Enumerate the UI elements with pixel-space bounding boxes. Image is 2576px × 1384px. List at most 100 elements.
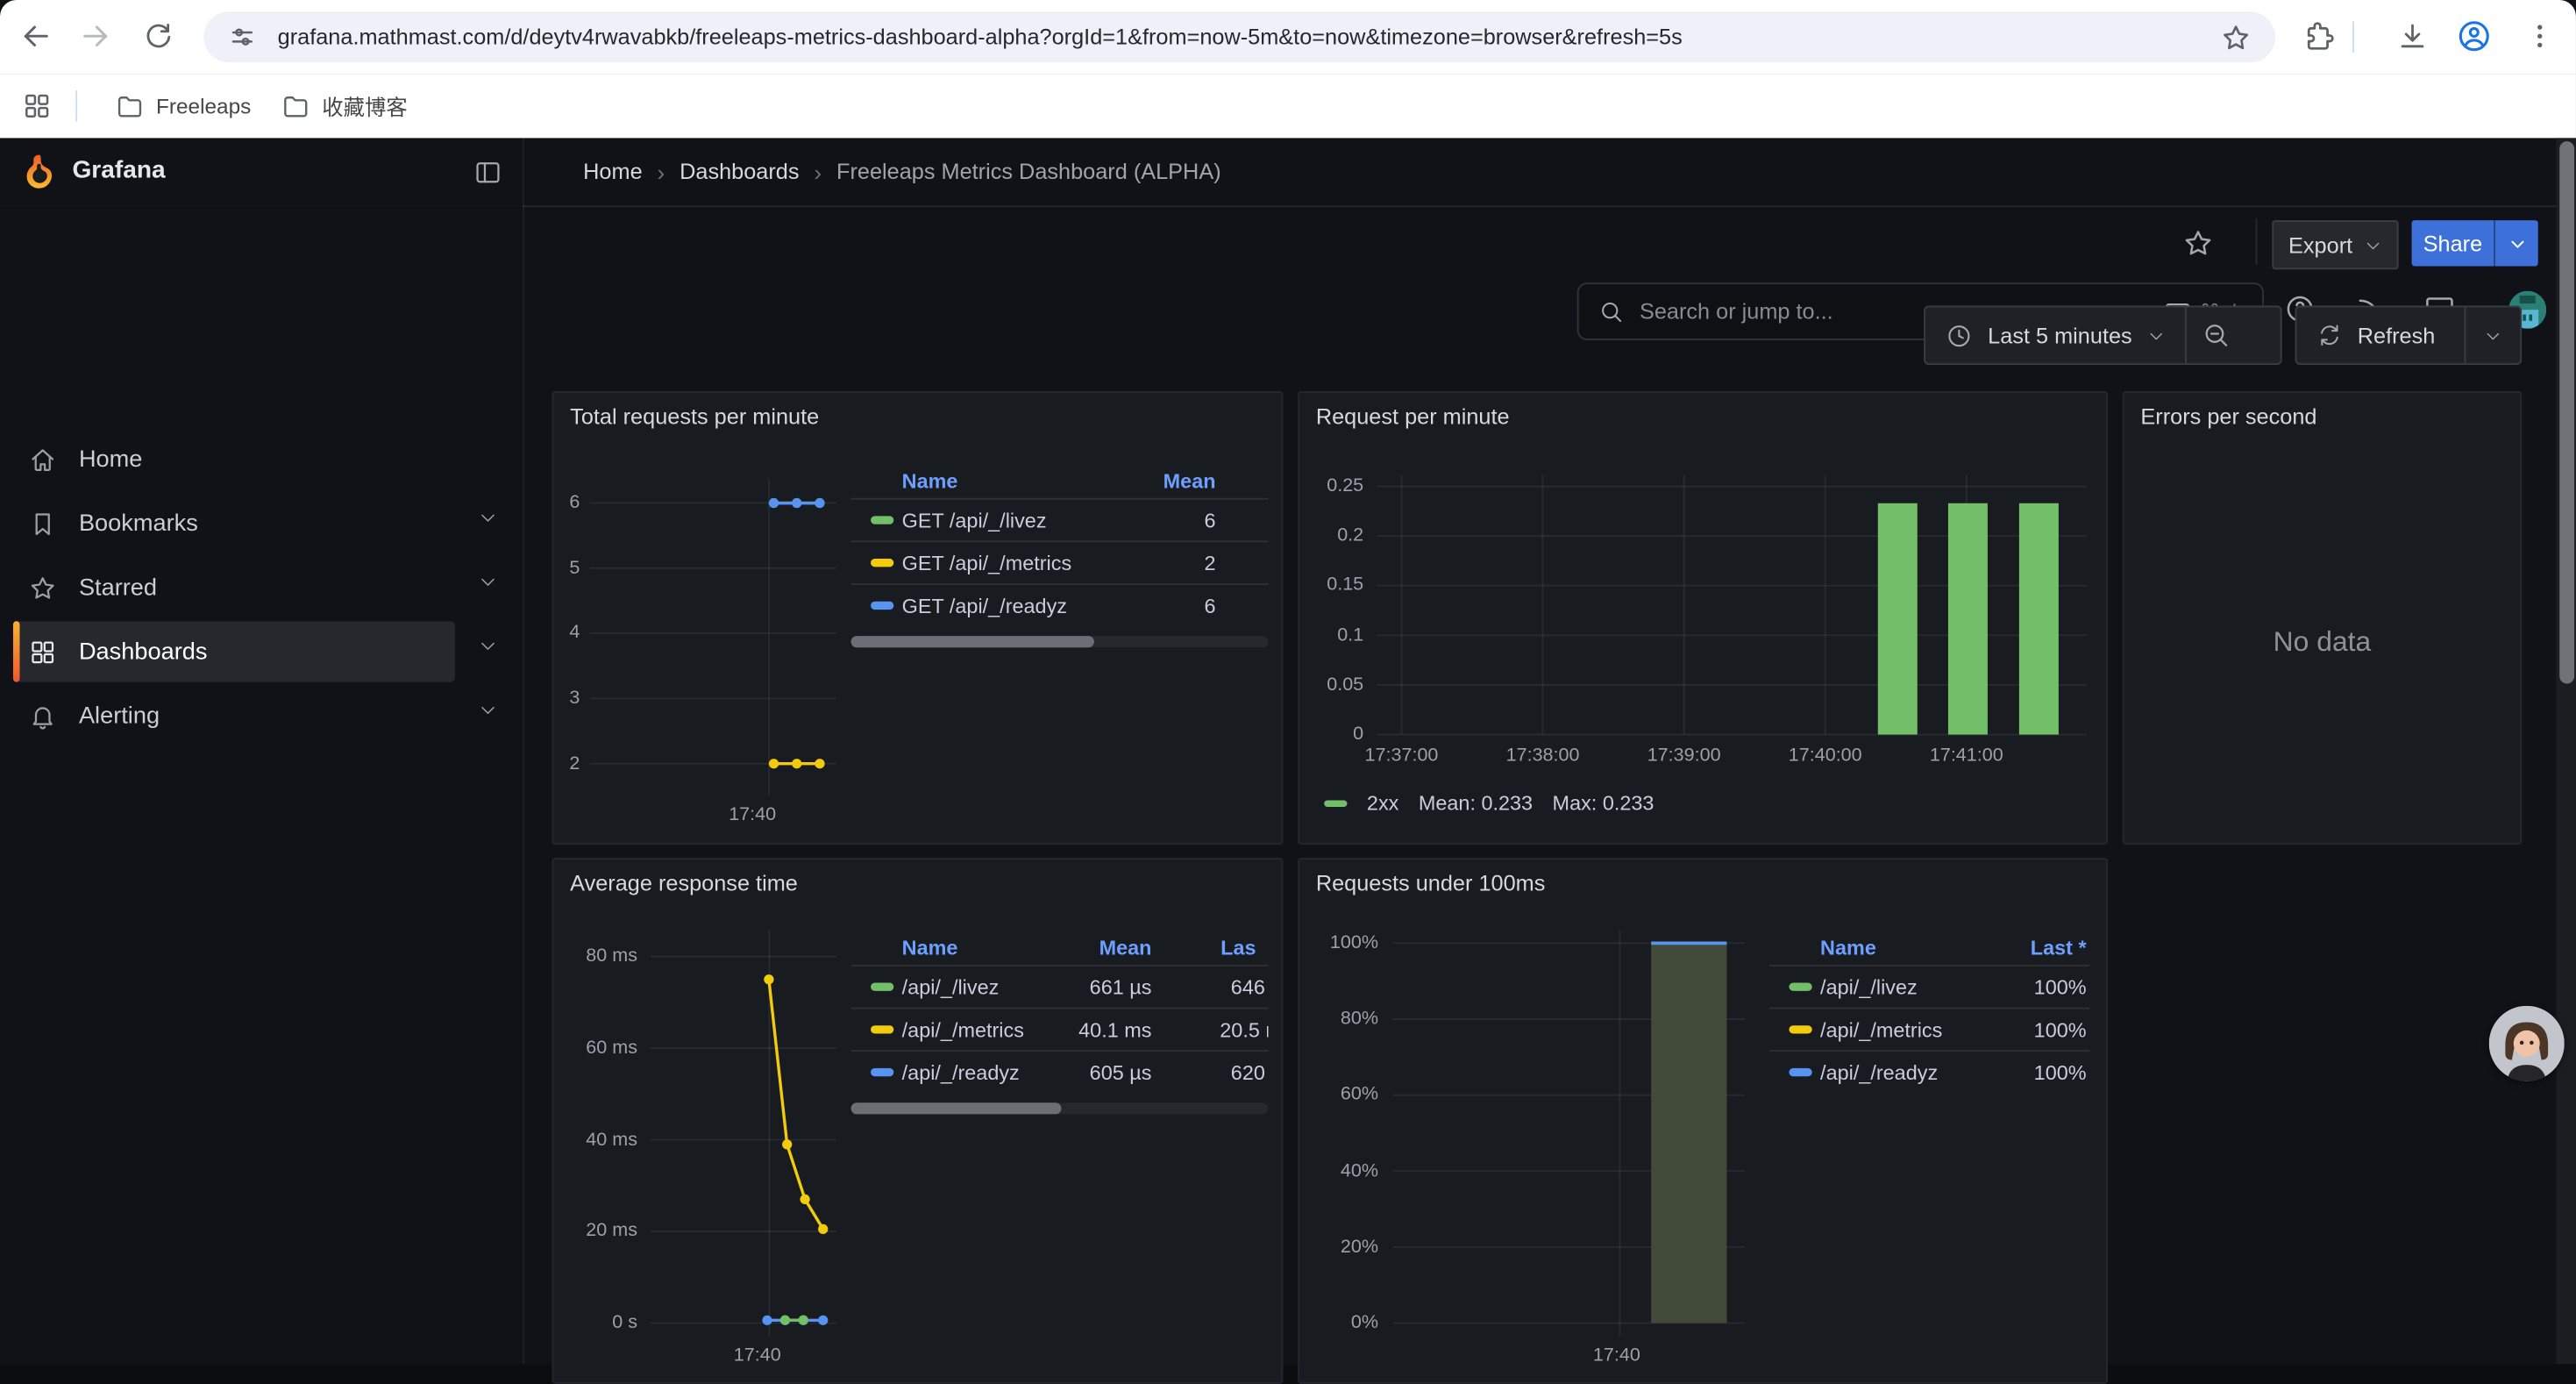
sidebar-item-home[interactable]: Home (13, 429, 455, 489)
bookmark-folder-freeleaps[interactable]: Freeleaps (102, 85, 264, 126)
browser-toolbar: grafana.mathmast.com/d/deytv4rwavabkb/fr… (0, 0, 2576, 74)
requests-under-100ms-chart (1393, 931, 1745, 1337)
grafana-logo[interactable] (21, 153, 59, 190)
legend-row[interactable]: GET /api/_/livez 6 (851, 498, 1269, 541)
total-requests-chart (590, 478, 836, 795)
sidebar-item-starred[interactable]: Starred (13, 557, 455, 617)
panel-title[interactable]: Request per minute (1316, 404, 1510, 429)
sidebar: Home Bookmarks Starred Dashboards Alerti… (0, 205, 523, 1364)
browser-menu-icon[interactable] (2520, 17, 2559, 56)
legend-hscrollbar[interactable] (851, 1102, 1269, 1114)
refresh-icon (2316, 322, 2343, 348)
forward-icon[interactable] (75, 17, 115, 56)
series-mean: 2 (1205, 552, 1216, 574)
extensions-icon[interactable] (2298, 17, 2338, 56)
series-name[interactable]: GET /api/_/readyz (902, 594, 1067, 617)
legend-header: Name Last * (1769, 931, 2089, 964)
bell-icon (28, 701, 58, 731)
panel-title[interactable]: Errors per second (2140, 404, 2316, 429)
back-icon[interactable] (17, 17, 56, 56)
legend-col-name[interactable]: Name (902, 470, 958, 493)
series-mean: 6 (1205, 594, 1216, 617)
dashboards-grid-icon (28, 637, 58, 667)
series-mean: 661 µs (1090, 975, 1152, 998)
grafana-brand[interactable]: Grafana (72, 156, 165, 184)
sidebar-item-alerting[interactable]: Alerting (13, 685, 455, 746)
legend-row[interactable]: GET /api/_/metrics 2 (851, 540, 1269, 583)
search-placeholder: Search or jump to... (1640, 299, 1833, 324)
panel-title[interactable]: Average response time (570, 871, 798, 895)
legend-col-name[interactable]: Name (902, 937, 958, 960)
series-name[interactable]: /api/_/readyz (902, 1060, 1020, 1083)
share-button[interactable]: Share (2412, 220, 2494, 266)
legend-row[interactable]: /api/_/livez 100% (1769, 965, 2089, 1008)
breadcrumb-home[interactable]: Home (583, 160, 642, 184)
series-mean: Mean: 0.233 (1419, 792, 1533, 815)
url-bar[interactable]: grafana.mathmast.com/d/deytv4rwavabkb/fr… (203, 11, 2275, 62)
series-last: 100% (2034, 1060, 2087, 1083)
y-axis-labels: 100%80%60%40%20%0% (1299, 931, 1382, 1337)
bookmark-icon (28, 509, 58, 539)
request-per-minute-chart (1377, 474, 2086, 734)
profile-icon[interactable] (2454, 17, 2494, 56)
legend-col-mean[interactable]: Mean (1163, 470, 1216, 493)
series-name[interactable]: /api/_/livez (1820, 975, 1918, 998)
bookmark-star-icon[interactable] (2219, 20, 2252, 53)
series-name[interactable]: /api/_/metrics (1820, 1018, 1942, 1041)
apps-grid-icon[interactable] (17, 85, 56, 125)
share-menu-button[interactable] (2494, 220, 2538, 266)
legend-row[interactable]: /api/_/livez 661 µs 646 µs (851, 965, 1269, 1008)
bookmark-folder-blogs[interactable]: 收藏博客 (267, 85, 420, 126)
legend-col-last[interactable]: Las (1220, 937, 1256, 960)
series-color-pill (1324, 800, 1347, 807)
refresh-button[interactable]: Refresh (2358, 323, 2436, 347)
reload-icon[interactable] (138, 17, 177, 56)
site-settings-icon[interactable] (227, 21, 259, 53)
panel-title[interactable]: Requests under 100ms (1316, 871, 1546, 895)
dock-menu-icon[interactable] (473, 158, 503, 188)
panel-title[interactable]: Total requests per minute (570, 404, 819, 429)
breadcrumb-dashboards[interactable]: Dashboards (680, 160, 799, 184)
screen: grafana.mathmast.com/d/deytv4rwavabkb/fr… (0, 0, 2576, 1363)
floating-assistant-avatar[interactable] (2489, 1006, 2565, 1081)
series-last: 20.5 ms (1194, 1018, 1268, 1041)
legend-row[interactable]: /api/_/readyz 100% (1769, 1050, 2089, 1089)
zoom-out-icon[interactable] (2187, 320, 2245, 350)
series-last: 100% (2034, 1018, 2087, 1041)
legend-hscrollbar[interactable] (851, 636, 1269, 647)
series-name[interactable]: /api/_/metrics (902, 1018, 1024, 1041)
legend-col-last[interactable]: Last * (2031, 937, 2087, 960)
x-axis-labels: 17:40 (651, 1346, 836, 1369)
chevron-down-icon[interactable] (2147, 326, 2166, 345)
legend-row[interactable]: /api/_/metrics 40.1 ms 20.5 ms (851, 1008, 1269, 1051)
legend-table: Name Mean Las /api/_/livez 661 µs 646 µs… (851, 931, 1269, 1089)
url-text[interactable]: grafana.mathmast.com/d/deytv4rwavabkb/fr… (278, 25, 1683, 49)
series-name[interactable]: /api/_/livez (902, 975, 1000, 998)
legend-row[interactable]: /api/_/metrics 100% (1769, 1008, 2089, 1051)
chevron-down-icon (2364, 236, 2382, 254)
series-name[interactable]: /api/_/readyz (1820, 1060, 1938, 1083)
refresh-interval-dropdown[interactable] (2466, 326, 2520, 345)
series-name[interactable]: GET /api/_/livez (902, 509, 1047, 531)
favorite-star-icon[interactable] (2179, 224, 2218, 263)
series-name[interactable]: 2xx (1367, 792, 1398, 815)
chevron-down-icon[interactable] (478, 508, 497, 527)
sidebar-item-dashboards[interactable]: Dashboards (13, 621, 455, 681)
time-range-picker[interactable]: Last 5 minutes (1988, 323, 2132, 347)
legend-row[interactable]: GET /api/_/readyz 6 (851, 583, 1269, 623)
series-mean: 605 µs (1090, 1060, 1152, 1083)
legend-col-name[interactable]: Name (1820, 937, 1876, 960)
downloads-icon[interactable] (2392, 17, 2431, 56)
chevron-down-icon[interactable] (478, 636, 497, 655)
series-name[interactable]: GET /api/_/metrics (902, 552, 1072, 574)
legend-line[interactable]: 2xx Mean: 0.233 Max: 0.233 (1324, 792, 1654, 815)
export-button[interactable]: Export (2272, 220, 2398, 269)
sidebar-item-bookmarks[interactable]: Bookmarks (13, 493, 455, 553)
legend-col-mean[interactable]: Mean (1099, 937, 1152, 960)
chevron-down-icon[interactable] (478, 700, 497, 719)
legend-row[interactable]: /api/_/readyz 605 µs 620 µs (851, 1050, 1269, 1089)
bookmark-label: 收藏博客 (322, 90, 407, 122)
x-axis-labels: 17:40 (590, 805, 836, 828)
chevron-down-icon[interactable] (478, 572, 497, 591)
scrollbar-thumb[interactable] (2558, 141, 2573, 683)
